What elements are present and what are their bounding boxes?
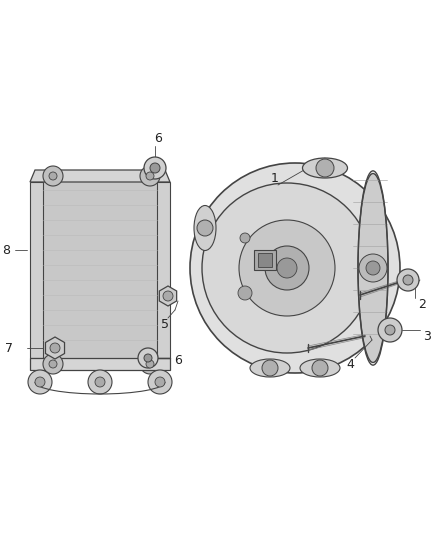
- Text: 6: 6: [174, 354, 182, 367]
- Circle shape: [43, 354, 63, 374]
- Circle shape: [312, 360, 328, 376]
- Ellipse shape: [303, 158, 347, 178]
- FancyBboxPatch shape: [258, 253, 272, 267]
- Circle shape: [265, 246, 309, 290]
- Circle shape: [366, 261, 380, 275]
- Polygon shape: [157, 182, 170, 358]
- Circle shape: [43, 166, 63, 186]
- Ellipse shape: [358, 174, 388, 362]
- Circle shape: [238, 286, 252, 300]
- Circle shape: [28, 370, 52, 394]
- Circle shape: [148, 370, 172, 394]
- Circle shape: [146, 360, 154, 368]
- Ellipse shape: [194, 206, 216, 251]
- Circle shape: [359, 254, 387, 282]
- Circle shape: [163, 291, 173, 301]
- Circle shape: [140, 354, 160, 374]
- Text: 3: 3: [423, 330, 431, 343]
- Circle shape: [202, 183, 372, 353]
- FancyBboxPatch shape: [254, 250, 276, 270]
- Text: 2: 2: [418, 298, 426, 311]
- Circle shape: [144, 157, 166, 179]
- Circle shape: [262, 360, 278, 376]
- Text: 7: 7: [5, 342, 13, 354]
- Circle shape: [378, 318, 402, 342]
- Polygon shape: [46, 337, 64, 359]
- Polygon shape: [159, 286, 177, 306]
- Polygon shape: [30, 182, 43, 358]
- Circle shape: [49, 172, 57, 180]
- Circle shape: [146, 172, 154, 180]
- Text: 5: 5: [161, 319, 169, 332]
- Ellipse shape: [300, 359, 340, 377]
- Circle shape: [397, 269, 419, 291]
- Circle shape: [403, 275, 413, 285]
- Circle shape: [50, 343, 60, 353]
- Circle shape: [155, 377, 165, 387]
- Circle shape: [240, 233, 250, 243]
- Polygon shape: [43, 182, 157, 358]
- Circle shape: [140, 166, 160, 186]
- Polygon shape: [30, 170, 170, 182]
- Circle shape: [190, 163, 400, 373]
- Circle shape: [49, 360, 57, 368]
- Ellipse shape: [250, 359, 290, 377]
- Circle shape: [239, 220, 335, 316]
- Text: 6: 6: [154, 132, 162, 144]
- Text: 1: 1: [271, 172, 279, 184]
- Circle shape: [35, 377, 45, 387]
- Polygon shape: [30, 358, 170, 370]
- Circle shape: [197, 220, 213, 236]
- Text: 4: 4: [346, 359, 354, 372]
- Circle shape: [316, 159, 334, 177]
- Circle shape: [150, 163, 160, 173]
- Circle shape: [385, 325, 395, 335]
- Text: 8: 8: [2, 244, 10, 256]
- Circle shape: [144, 354, 152, 362]
- Circle shape: [277, 258, 297, 278]
- Circle shape: [95, 377, 105, 387]
- Circle shape: [138, 348, 158, 368]
- Circle shape: [88, 370, 112, 394]
